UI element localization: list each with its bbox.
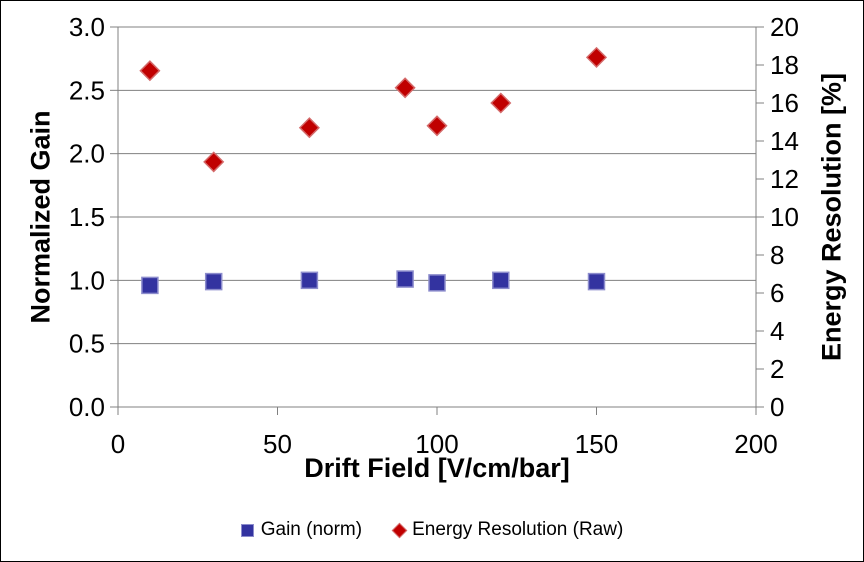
right-tick-label: 14 <box>770 126 799 156</box>
right-tick-label: 0 <box>770 392 784 422</box>
right-tick-label: 20 <box>770 12 799 42</box>
data-point-square <box>428 274 446 292</box>
right-tick-label: 10 <box>770 202 799 232</box>
left-tick-label: 0.5 <box>69 329 105 359</box>
right-tick-label: 12 <box>770 164 799 194</box>
right-tick-label: 2 <box>770 354 784 384</box>
legend-item: Energy Resolution (Raw) <box>391 519 624 541</box>
right-tick-label: 16 <box>770 88 799 118</box>
left-tick-label: 2.0 <box>69 139 105 169</box>
left-tick-label: 1.5 <box>69 202 105 232</box>
data-point-diamond <box>585 46 608 68</box>
legend-square-marker-icon <box>240 523 254 537</box>
x-axis-title: Drift Field [V/cm/bar] <box>304 453 570 483</box>
left-tick-label: 1.0 <box>69 265 105 295</box>
data-point-diamond <box>394 77 416 99</box>
left-tick-label: 3.0 <box>69 12 105 42</box>
data-point-diamond <box>298 117 320 139</box>
data-point-diamond <box>203 151 225 173</box>
y-axis-title-left: Normalized Gain <box>25 110 56 324</box>
right-tick-label: 8 <box>770 240 784 270</box>
data-point-square <box>300 271 319 290</box>
data-point-diamond <box>139 60 161 82</box>
x-tick-label: 200 <box>734 429 777 459</box>
left-tick-label: 2.5 <box>69 75 105 105</box>
data-point-diamond <box>490 92 512 114</box>
left-tick-label: 0.0 <box>69 392 105 422</box>
right-tick-label: 6 <box>770 278 784 308</box>
data-point-square <box>587 272 606 291</box>
data-point-square <box>396 270 414 288</box>
x-tick-label: 100 <box>415 429 458 459</box>
x-tick-label: 50 <box>263 429 292 459</box>
right-tick-label: 18 <box>770 50 799 80</box>
legend-label: Gain (norm) <box>260 519 363 540</box>
legend: Gain (norm) Energy Resolution (Raw) <box>1 515 863 545</box>
legend-label: Energy Resolution (Raw) <box>412 519 624 540</box>
data-point-square <box>204 272 223 291</box>
data-point-diamond <box>426 115 448 137</box>
right-tick-label: 4 <box>770 316 784 346</box>
legend-diamond-marker-icon <box>391 522 408 538</box>
x-tick-label: 150 <box>575 429 618 459</box>
legend-item: Gain (norm) <box>240 519 363 541</box>
data-point-square <box>492 271 510 290</box>
y-axis-title-right: Energy Resolution [%] <box>816 72 847 362</box>
x-tick-label: 0 <box>111 429 125 459</box>
data-point-square <box>141 276 159 295</box>
